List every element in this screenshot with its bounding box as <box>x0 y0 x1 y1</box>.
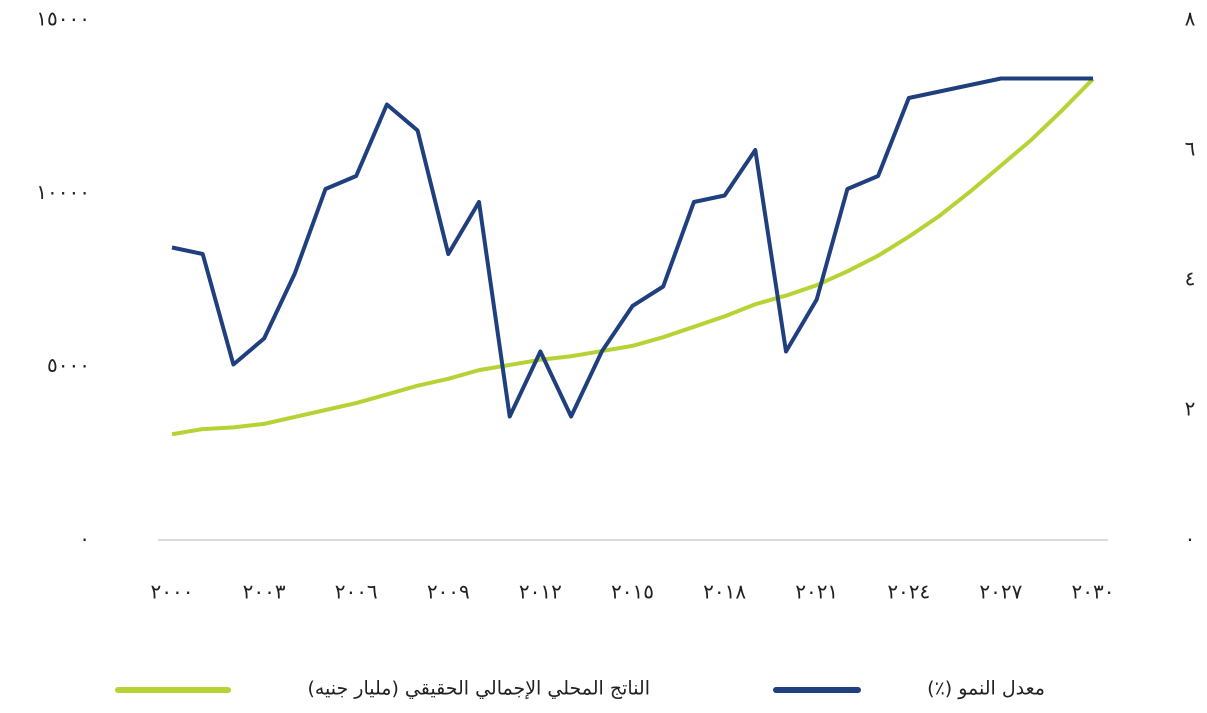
x-tick-label: ٢٠٠٠ <box>151 580 194 604</box>
legend-label: معدل النمو (٪) <box>927 678 1045 700</box>
y-tick-label: ١٥٠٠٠ <box>36 7 90 31</box>
legend-label: الناتج المحلي الإجمالي الحقيقي (مليار جن… <box>307 678 650 700</box>
x-tick-label: ٢٠٠٩ <box>427 580 470 604</box>
y-tick-label: ١٠٠٠٠ <box>36 180 90 204</box>
y2-tick-label: ٦ <box>1185 137 1196 161</box>
x-tick-label: ٢٠١٢ <box>519 580 562 604</box>
x-tick-label: ٢٠٢١ <box>795 580 838 604</box>
y2-tick-label: ٤ <box>1185 267 1196 291</box>
x-tick-label: ٢٠١٥ <box>611 580 654 604</box>
y2-tick-label: ٨ <box>1185 7 1196 31</box>
y-tick-label: ٠ <box>79 527 90 551</box>
x-tick-label: ٢٠٢٧ <box>979 580 1022 604</box>
y2-tick-label: ٢ <box>1185 397 1196 421</box>
y2-tick-label: ٠ <box>1185 527 1196 551</box>
x-tick-label: ٢٠٢٤ <box>887 580 930 604</box>
x-tick-label: ٢٠٠٦ <box>335 580 378 604</box>
x-tick-label: ٢٠٠٣ <box>243 580 286 604</box>
series-line <box>171 77 1095 437</box>
y-tick-label: ٥٠٠٠ <box>47 353 90 377</box>
x-tick-label: ٢٠١٨ <box>703 580 746 604</box>
x-tick-label: ٢٠٣٠ <box>1072 580 1115 604</box>
series-line <box>171 76 1093 419</box>
